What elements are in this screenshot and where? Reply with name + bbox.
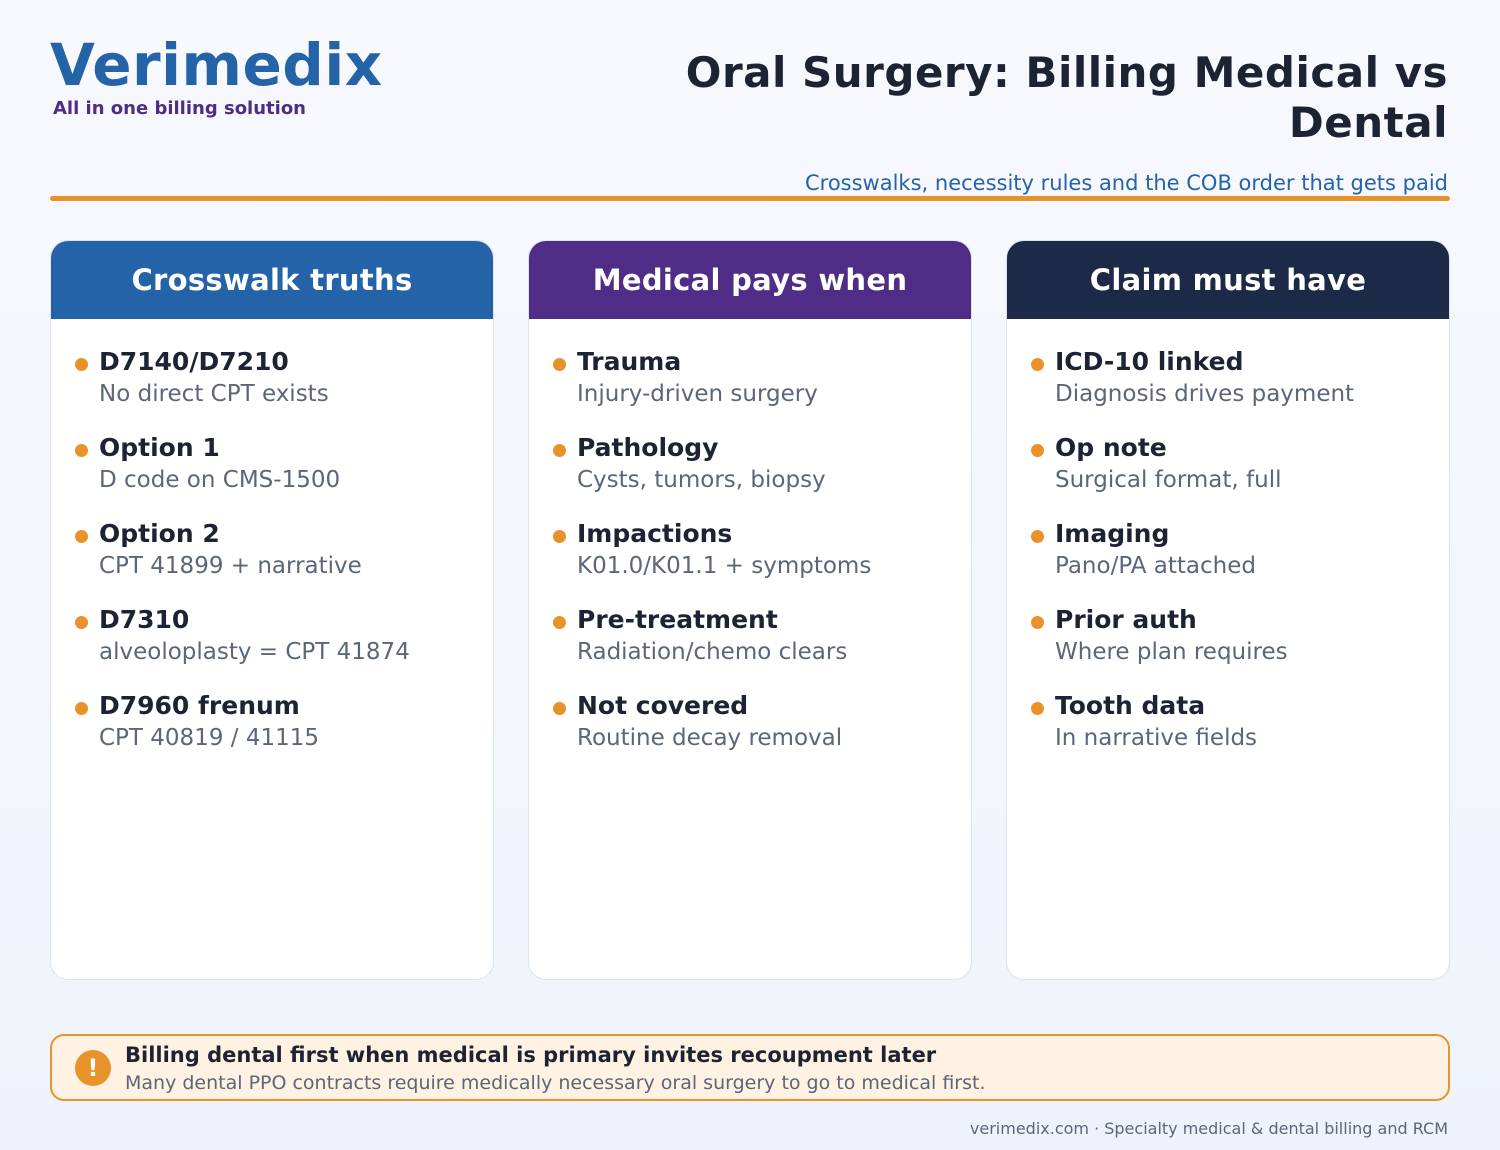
item-description: No direct CPT exists xyxy=(99,381,329,407)
item-description: Radiation/chemo clears xyxy=(577,639,848,665)
header-divider xyxy=(50,196,1450,201)
bullet-dot-icon xyxy=(1031,530,1044,543)
footer-text: verimedix.com · Specialty medical & dent… xyxy=(969,1119,1448,1138)
item-description: CPT 40819 / 41115 xyxy=(99,725,319,751)
bullet-dot-icon xyxy=(75,616,88,629)
list-item: Trauma Injury-driven surgery xyxy=(553,345,947,431)
list-item: Op note Surgical format, full xyxy=(1031,431,1425,517)
card-header: Claim must have xyxy=(1007,241,1449,319)
bullet-dot-icon xyxy=(1031,702,1044,715)
warning-callout: ! Billing dental first when medical is p… xyxy=(50,1034,1450,1101)
card-header: Crosswalk truths xyxy=(51,241,493,319)
item-description: Diagnosis drives payment xyxy=(1055,381,1355,407)
item-title: Pre-treatment xyxy=(577,605,778,634)
bullet-dot-icon xyxy=(75,702,88,715)
item-title: Option 2 xyxy=(99,519,220,548)
item-title: Trauma xyxy=(577,347,682,376)
bullet-dot-icon xyxy=(553,616,566,629)
list-item: D7140/D7210 No direct CPT exists xyxy=(75,345,469,431)
list-item: Prior auth Where plan requires xyxy=(1031,603,1425,689)
card-claim-must-have: Claim must have ICD-10 linked Diagnosis d… xyxy=(1006,240,1450,980)
bullet-dot-icon xyxy=(553,530,566,543)
bullet-dot-icon xyxy=(75,530,88,543)
item-description: alveoloplasty = CPT 41874 xyxy=(99,639,410,665)
bullet-dot-icon xyxy=(1031,444,1044,457)
item-title: Impactions xyxy=(577,519,733,548)
card-list: Trauma Injury-driven surgery Pathology Cys… xyxy=(529,319,971,775)
item-title: Tooth data xyxy=(1055,691,1206,720)
card-crosswalk-truths: Crosswalk truths D7140/D7210 No direct CP… xyxy=(50,240,494,980)
item-title: D7310 xyxy=(99,605,190,634)
bullet-dot-icon xyxy=(1031,358,1044,371)
card-medical-pays-when: Medical pays when Trauma Injury-driven su… xyxy=(528,240,972,980)
list-item: Imaging Pano/PA attached xyxy=(1031,517,1425,603)
item-description: K01.0/K01.1 + symptoms xyxy=(577,553,872,579)
bullet-dot-icon xyxy=(75,358,88,371)
card-list: ICD-10 linked Diagnosis drives payment Op… xyxy=(1007,319,1449,775)
item-description: CPT 41899 + narrative xyxy=(99,553,362,579)
page-title: Oral Surgery: Billing Medical vs Dental xyxy=(685,48,1448,147)
list-item: Option 2 CPT 41899 + narrative xyxy=(75,517,469,603)
item-description: Pano/PA attached xyxy=(1055,553,1256,579)
item-title: D7960 frenum xyxy=(99,691,300,720)
bullet-dot-icon xyxy=(1031,616,1044,629)
list-item: Option 1 D code on CMS-1500 xyxy=(75,431,469,517)
list-item: Pre-treatment Radiation/chemo clears xyxy=(553,603,947,689)
item-description: Cysts, tumors, biopsy xyxy=(577,467,826,493)
callout-title: Billing dental first when medical is pri… xyxy=(125,1043,937,1067)
bullet-dot-icon xyxy=(553,444,566,457)
item-description: Injury-driven surgery xyxy=(577,381,818,407)
item-title: ICD-10 linked xyxy=(1055,347,1244,376)
brand-tagline: All in one billing solution xyxy=(53,98,306,119)
item-description: In narrative fields xyxy=(1055,725,1258,751)
list-item: ICD-10 linked Diagnosis drives payment xyxy=(1031,345,1425,431)
bullet-dot-icon xyxy=(553,702,566,715)
item-title: Not covered xyxy=(577,691,749,720)
item-title: Option 1 xyxy=(99,433,220,462)
item-title: Imaging xyxy=(1055,519,1170,548)
list-item: D7310 alveoloplasty = CPT 41874 xyxy=(75,603,469,689)
item-title: Op note xyxy=(1055,433,1167,462)
bullet-dot-icon xyxy=(75,444,88,457)
item-title: Pathology xyxy=(577,433,719,462)
item-description: D code on CMS-1500 xyxy=(99,467,341,493)
list-item: Not covered Routine decay removal xyxy=(553,689,947,775)
callout-text: Many dental PPO contracts require medica… xyxy=(125,1072,986,1094)
list-item: Tooth data In narrative fields xyxy=(1031,689,1425,775)
bullet-dot-icon xyxy=(553,358,566,371)
brand-logo-text: Verimedix xyxy=(50,31,383,99)
item-title: Prior auth xyxy=(1055,605,1197,634)
list-item: D7960 frenum CPT 40819 / 41115 xyxy=(75,689,469,775)
exclamation-icon: ! xyxy=(75,1050,111,1086)
item-title: D7140/D7210 xyxy=(99,347,289,376)
item-description: Surgical format, full xyxy=(1055,467,1282,493)
brand-block: Verimedix All in one billing solution xyxy=(50,32,383,119)
page-subtitle: Crosswalks, necessity rules and the COB … xyxy=(804,171,1448,195)
item-description: Where plan requires xyxy=(1055,639,1288,665)
list-item: Impactions K01.0/K01.1 + symptoms xyxy=(553,517,947,603)
card-header: Medical pays when xyxy=(529,241,971,319)
item-description: Routine decay removal xyxy=(577,725,843,751)
card-list: D7140/D7210 No direct CPT exists Option 1… xyxy=(51,319,493,775)
list-item: Pathology Cysts, tumors, biopsy xyxy=(553,431,947,517)
